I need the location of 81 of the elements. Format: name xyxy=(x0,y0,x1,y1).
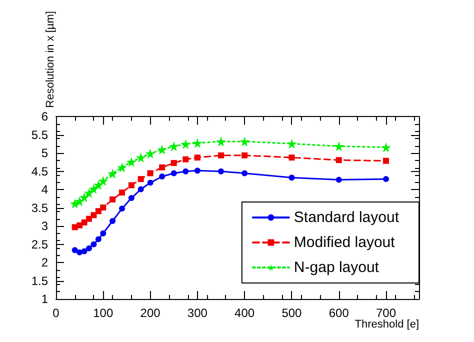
point xyxy=(145,148,156,159)
point xyxy=(288,174,295,181)
point xyxy=(117,162,127,172)
point xyxy=(100,230,106,236)
point xyxy=(182,168,189,174)
point xyxy=(90,212,97,218)
point xyxy=(93,180,104,190)
point xyxy=(192,138,202,148)
point xyxy=(119,190,125,196)
point xyxy=(100,204,106,210)
point xyxy=(136,152,146,163)
x-tick-label: 0 xyxy=(52,306,60,320)
point xyxy=(168,141,179,152)
x-tick-label: 200 xyxy=(140,306,161,320)
y-tick-label: 3 xyxy=(41,219,48,234)
point xyxy=(126,156,136,167)
y-tick-label: 6 xyxy=(41,110,48,124)
point xyxy=(95,236,102,242)
point xyxy=(81,248,88,254)
y-tick-label: 5 xyxy=(41,146,48,160)
point xyxy=(383,176,389,182)
point xyxy=(336,157,342,164)
point xyxy=(147,180,154,186)
y-tick-label: 4 xyxy=(41,182,48,197)
point xyxy=(90,241,97,248)
point xyxy=(170,160,177,166)
point xyxy=(128,195,134,202)
x-tick-label: 600 xyxy=(328,306,350,320)
point xyxy=(240,136,250,147)
y-tick-label: 4.5 xyxy=(31,164,48,178)
y-tick-label: 2 xyxy=(41,256,48,270)
point xyxy=(159,164,166,170)
point xyxy=(180,139,191,150)
y-axis-title: Resolution in x [µm] xyxy=(44,11,56,108)
point xyxy=(138,176,144,182)
legend-label: Modified layout xyxy=(294,234,396,251)
point xyxy=(76,222,83,228)
point xyxy=(157,144,168,155)
x-tick-label: 300 xyxy=(187,306,208,320)
x-tick-label: 700 xyxy=(376,306,396,320)
point xyxy=(242,170,248,176)
point xyxy=(108,168,118,179)
point xyxy=(334,141,344,152)
point xyxy=(381,142,391,152)
point xyxy=(194,168,200,174)
point xyxy=(288,154,295,161)
point xyxy=(182,156,189,162)
x-axis-title: Threshold [e] xyxy=(354,318,419,330)
point xyxy=(159,174,166,180)
point xyxy=(218,168,224,174)
legend-label: N-gap layout xyxy=(294,259,380,276)
point xyxy=(86,216,92,222)
y-tick-label: 3.5 xyxy=(31,200,48,215)
point xyxy=(194,154,200,161)
y-tick-label: 1 xyxy=(41,292,48,306)
legend-label: Standard layout xyxy=(294,209,400,226)
y-tick-label: 5.5 xyxy=(31,128,48,142)
x-tick-label: 400 xyxy=(234,306,255,320)
point xyxy=(86,245,92,252)
point xyxy=(216,136,226,147)
point xyxy=(98,176,108,186)
point xyxy=(74,196,85,206)
point xyxy=(336,176,342,183)
point xyxy=(79,192,90,202)
point xyxy=(147,170,154,176)
point xyxy=(119,206,125,212)
point xyxy=(110,196,116,202)
x-tick-label: 100 xyxy=(93,306,114,320)
y-tick-label: 2.5 xyxy=(31,237,48,252)
y-tick-label: 1.5 xyxy=(31,274,48,288)
x-tick-label: 500 xyxy=(282,306,302,320)
point xyxy=(242,152,248,158)
point xyxy=(286,138,297,149)
point xyxy=(383,158,389,164)
point xyxy=(72,247,78,254)
point xyxy=(138,186,144,192)
point xyxy=(88,184,99,194)
point xyxy=(110,218,116,224)
point xyxy=(218,152,224,158)
point xyxy=(170,170,177,176)
point xyxy=(128,182,134,188)
